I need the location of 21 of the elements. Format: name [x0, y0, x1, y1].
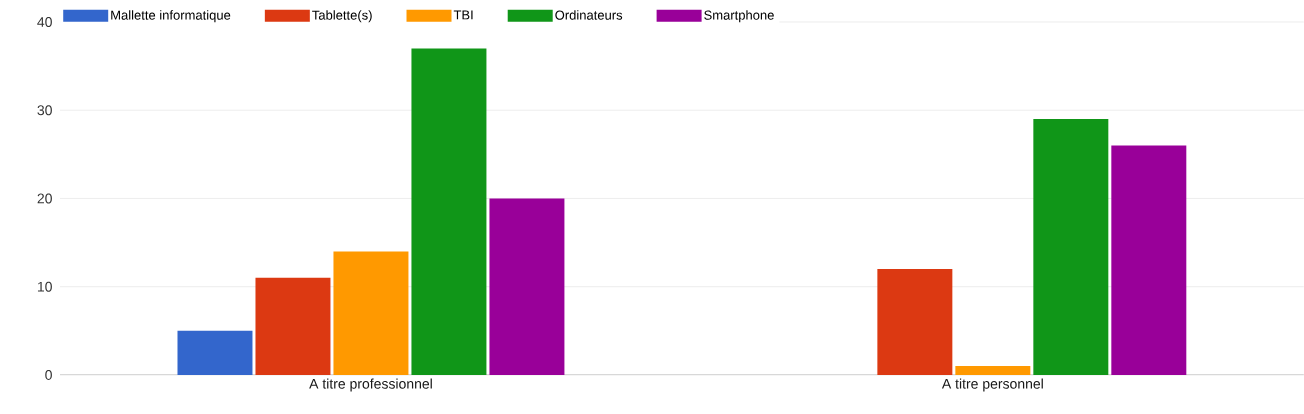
- x-tick-label: A titre professionnel: [309, 378, 432, 392]
- legend-label: TBI: [453, 10, 473, 20]
- bar: [333, 251, 409, 375]
- y-tick-label: 10: [37, 281, 52, 292]
- bar: [955, 366, 1031, 375]
- legend-label: Tablette(s): [312, 10, 372, 23]
- bar: [177, 330, 253, 375]
- bar: [411, 48, 487, 375]
- bar: [1033, 119, 1109, 375]
- x-tick-label: A titre personnel: [941, 378, 1043, 392]
- legend-label: Ordinateurs: [555, 10, 623, 20]
- y-tick-label: 20: [37, 193, 52, 204]
- bar: [1111, 145, 1187, 375]
- bar: [489, 198, 565, 375]
- legend-label: Smartphone: [704, 10, 774, 23]
- bar: [255, 277, 331, 375]
- legend-label: Mallette informatique: [111, 10, 231, 23]
- y-tick-label: 40: [37, 17, 52, 27]
- bar: [877, 269, 953, 375]
- y-tick-label: 30: [37, 105, 52, 116]
- y-tick-label: 0: [45, 369, 52, 380]
